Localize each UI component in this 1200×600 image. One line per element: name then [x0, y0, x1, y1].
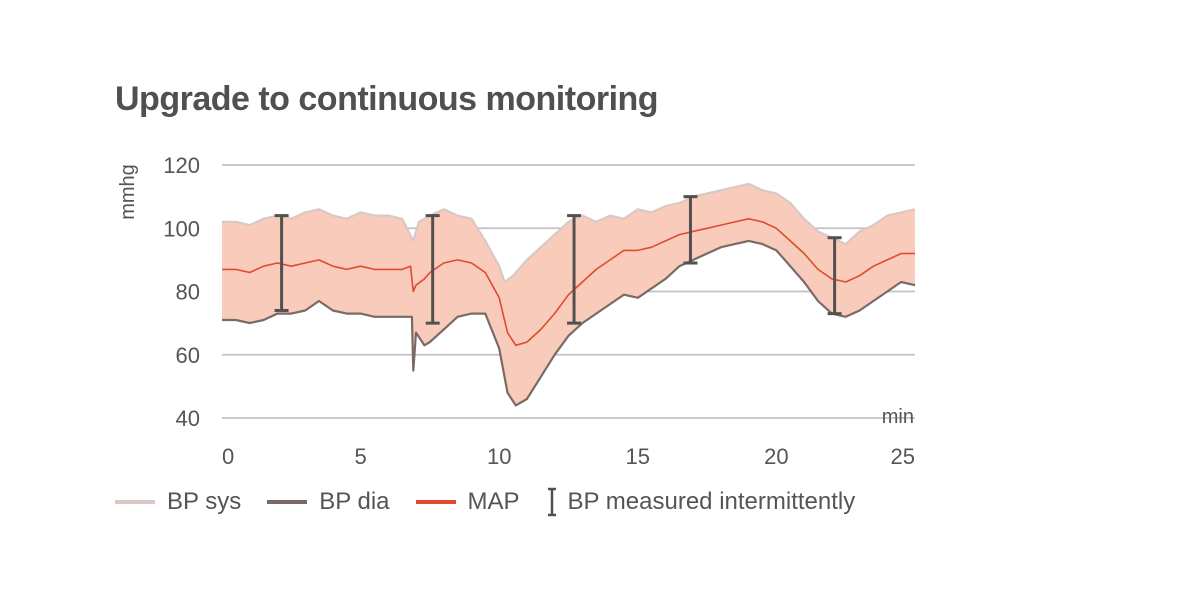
series-line-map	[222, 218, 915, 347]
intermittent-bar-1	[274, 214, 289, 312]
y-tick-label: 100	[163, 216, 200, 241]
legend-item-bp-dia: BP dia	[267, 488, 390, 516]
axis-labels: mmhg min 120 100 80 60 40 0 5 10 15 20 25	[117, 153, 915, 469]
y-tick-label: 40	[176, 406, 200, 431]
legend-label-bp-sys: BP sys	[167, 488, 242, 515]
legend: BP sys BP dia MAP BP measured intermitte…	[115, 487, 881, 517]
series-lines	[222, 182, 916, 407]
x-tick-label: 20	[764, 444, 788, 469]
x-tick-label: 25	[891, 444, 915, 469]
legend-label-map: MAP	[467, 488, 520, 515]
intermittent-bar-2	[425, 214, 440, 325]
y-tick-label: 60	[176, 343, 200, 368]
legend-label-bp-dia: BP dia	[319, 488, 390, 515]
legend-swatch-bp-dia	[267, 500, 308, 504]
chart-title: Upgrade to continuous monitoring	[115, 80, 659, 118]
legend-item-intermittent: BP measured intermittently	[546, 487, 856, 517]
error-bar-icon	[547, 487, 556, 517]
intermittent-bar-3	[567, 214, 582, 325]
series-line-bp-sys	[222, 182, 916, 284]
intermittent-bar-4	[683, 195, 698, 265]
intermittent-bar-5	[827, 236, 842, 316]
x-tick-label: 5	[354, 444, 366, 469]
series-line-bp-dia	[222, 239, 916, 407]
legend-swatch-bp-sys	[115, 500, 155, 504]
y-tick-label: 120	[163, 153, 200, 178]
legend-swatch-map	[415, 500, 456, 504]
x-axis-label: min	[882, 406, 914, 428]
legend-item-map: MAP	[415, 488, 520, 516]
x-tick-label: 10	[487, 444, 511, 469]
intermittent-bars	[274, 195, 842, 325]
legend-item-bp-sys: BP sys	[115, 488, 241, 516]
y-axis-label: mmhg	[117, 164, 139, 220]
y-tick-label: 80	[176, 280, 200, 305]
x-tick-label: 15	[626, 444, 650, 469]
x-tick-label: 0	[222, 444, 234, 469]
legend-label-intermittent: BP measured intermittently	[567, 488, 856, 515]
